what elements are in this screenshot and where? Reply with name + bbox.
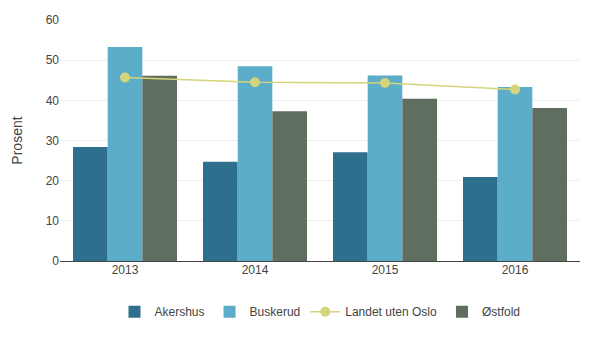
svg-text:60: 60 xyxy=(46,13,60,27)
svg-text:2013: 2013 xyxy=(112,263,139,277)
svg-text:2015: 2015 xyxy=(372,263,399,277)
svg-text:2016: 2016 xyxy=(502,263,529,277)
svg-text:2014: 2014 xyxy=(242,263,269,277)
svg-text:Akershus: Akershus xyxy=(155,305,205,319)
svg-text:Prosent: Prosent xyxy=(9,116,25,164)
svg-text:20: 20 xyxy=(46,174,60,188)
svg-text:Buskerud: Buskerud xyxy=(250,305,301,319)
svg-text:40: 40 xyxy=(46,94,60,108)
svg-text:50: 50 xyxy=(46,53,60,67)
svg-text:Østfold: Østfold xyxy=(482,305,520,319)
svg-text:0: 0 xyxy=(52,254,59,268)
svg-text:10: 10 xyxy=(46,214,60,228)
svg-text:30: 30 xyxy=(46,134,60,148)
svg-text:Landet uten Oslo: Landet uten Oslo xyxy=(345,305,437,319)
